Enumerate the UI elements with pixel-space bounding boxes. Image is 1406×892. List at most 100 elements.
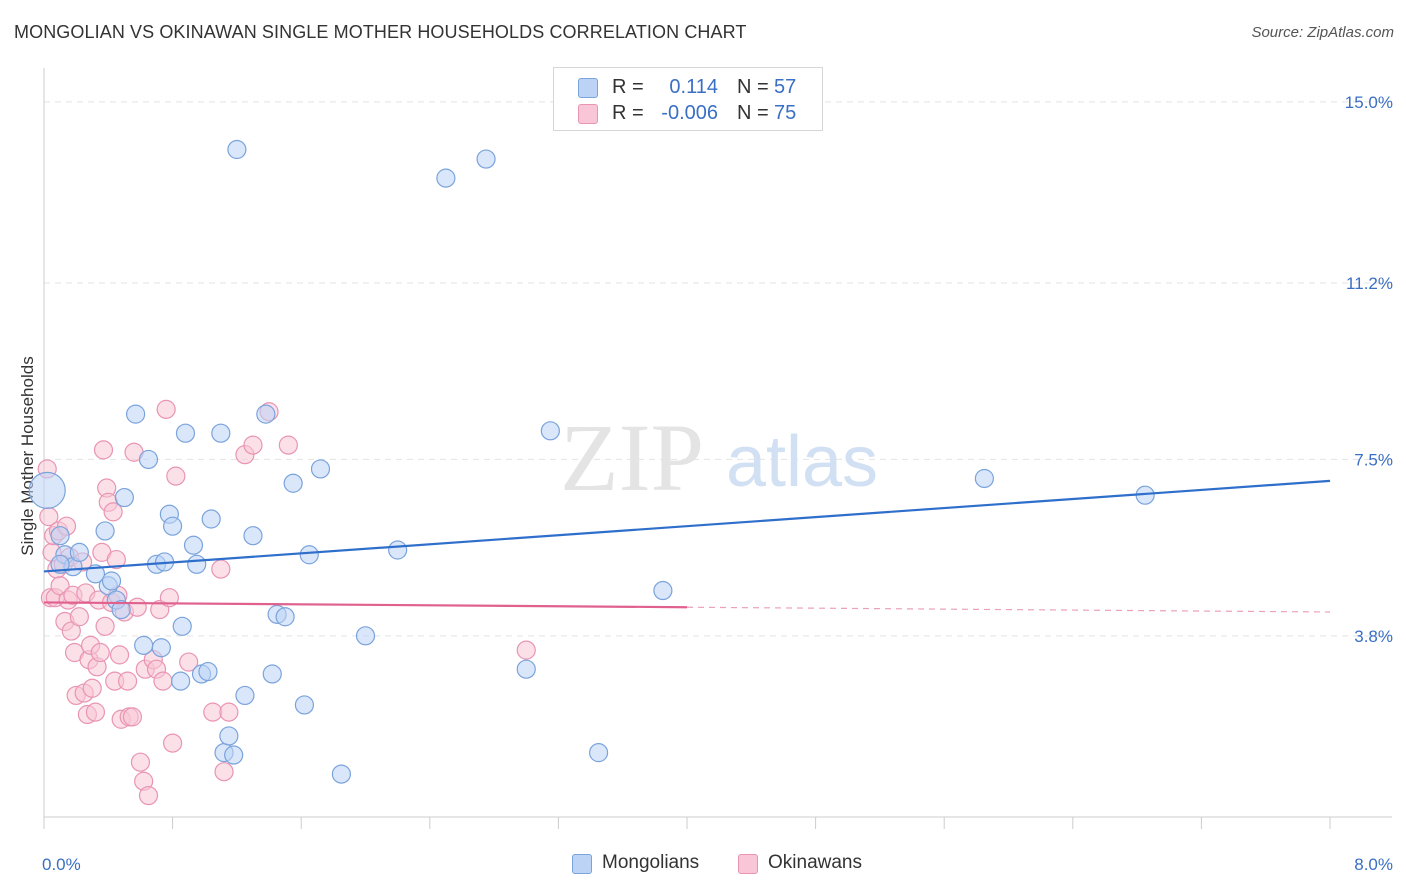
mongolian-point bbox=[476, 149, 496, 169]
mongolian-point bbox=[227, 139, 247, 160]
mongolian-point bbox=[172, 616, 192, 636]
mongolian-point bbox=[69, 542, 89, 562]
okinawan-point bbox=[516, 640, 536, 660]
mongolian-point bbox=[275, 607, 295, 627]
watermark-atlas: atlas bbox=[726, 422, 878, 502]
y-tick-label: 15.0% bbox=[1345, 93, 1393, 112]
mongolian-point bbox=[243, 526, 263, 546]
mongolian-point bbox=[126, 404, 146, 424]
source-credit: Source: ZipAtlas.com bbox=[1251, 24, 1394, 41]
okinawan-point bbox=[156, 399, 176, 419]
okinawan-point bbox=[122, 707, 143, 727]
okinawan-point bbox=[153, 671, 173, 691]
mongolian-point bbox=[138, 449, 159, 470]
mongolian-point bbox=[974, 468, 994, 489]
okinawans-swatch bbox=[578, 104, 598, 124]
x-tick-label: 8.0% bbox=[1354, 855, 1393, 874]
mongolian-point bbox=[653, 580, 673, 601]
n-label: N = bbox=[737, 76, 769, 98]
okinawan-point bbox=[138, 785, 159, 806]
mongolian-point bbox=[50, 526, 70, 546]
mongolian-point bbox=[355, 626, 376, 646]
legend-row-mongolians: R = 0.114 N = 57 bbox=[554, 74, 822, 102]
mongolian-point bbox=[219, 726, 239, 746]
watermark: ZIP atlas bbox=[560, 404, 878, 511]
okinawans-trend-line-extension bbox=[686, 606, 1331, 613]
mongolians-swatch bbox=[578, 78, 598, 98]
okinawan-point bbox=[278, 435, 298, 455]
y-tick-label: 7.5% bbox=[1354, 450, 1393, 469]
okinawan-point bbox=[117, 671, 138, 691]
r-value: 0.114 bbox=[669, 76, 718, 98]
mongolian-point bbox=[28, 471, 66, 510]
legend-row-okinawans: R = -0.006 N = 75 bbox=[554, 100, 822, 128]
y-tick-label: 11.2% bbox=[1346, 274, 1393, 293]
watermark-zip: ZIP bbox=[560, 404, 704, 511]
okinawan-point bbox=[127, 597, 147, 617]
mongolian-point bbox=[114, 487, 134, 508]
r-label: R = bbox=[612, 76, 644, 98]
mongolians-trend-line bbox=[43, 479, 1331, 573]
tick-labels: 3.8% 7.5% 11.2% 15.0% 0.0% 8.0% bbox=[42, 93, 1393, 874]
mongolian-point bbox=[262, 664, 282, 684]
okinawans-trend-line bbox=[43, 601, 688, 609]
mongolian-point bbox=[299, 545, 319, 565]
okinawan-point bbox=[166, 466, 186, 486]
mongolian-point bbox=[85, 564, 106, 584]
chart-title: MONGOLIAN VS OKINAWAN SINGLE MOTHER HOUS… bbox=[14, 22, 747, 42]
correlation-legend: R = 0.114 N = 57 R = -0.006 N = 75 bbox=[553, 67, 823, 131]
mongolian-point bbox=[331, 764, 351, 784]
axes bbox=[43, 68, 1392, 818]
okinawans-legend-label: Okinawans bbox=[768, 852, 862, 873]
r-label: R = bbox=[612, 102, 644, 124]
axis-ticks bbox=[43, 817, 1331, 829]
mongolians-legend-swatch bbox=[572, 854, 592, 874]
okinawan-point bbox=[243, 435, 263, 455]
mongolian-point bbox=[163, 516, 183, 536]
mongolian-point bbox=[256, 404, 276, 424]
mongolian-point bbox=[540, 421, 560, 441]
okinawan-point bbox=[130, 752, 151, 772]
grid-lines bbox=[44, 101, 1392, 637]
trend-lines bbox=[43, 479, 1331, 613]
okinawan-point bbox=[69, 607, 89, 627]
okinawan-point bbox=[50, 576, 70, 596]
mongolian-point bbox=[95, 521, 115, 541]
mongolian-point bbox=[310, 459, 331, 479]
mongolian-point bbox=[111, 600, 131, 620]
mongolian-point bbox=[388, 540, 408, 560]
mongolian-point bbox=[235, 685, 255, 706]
okinawan-point bbox=[82, 678, 102, 698]
mongolian-point bbox=[183, 535, 204, 555]
okinawan-point bbox=[163, 733, 183, 753]
mongolian-point bbox=[198, 661, 218, 682]
okinawan-point bbox=[203, 702, 223, 722]
okinawan-point bbox=[219, 702, 239, 722]
okinawan-point bbox=[109, 645, 130, 665]
mongolian-point bbox=[50, 554, 70, 574]
mongolian-point bbox=[224, 745, 244, 765]
okinawans-legend-swatch bbox=[738, 854, 758, 874]
okinawan-point bbox=[106, 549, 126, 570]
n-value: 75 bbox=[774, 102, 797, 124]
okinawan-point bbox=[95, 616, 115, 636]
mongolian-point bbox=[436, 168, 456, 188]
okinawan-point bbox=[61, 621, 81, 641]
n-label: N = bbox=[737, 102, 769, 124]
okinawan-point bbox=[90, 642, 110, 663]
r-value: -0.006 bbox=[661, 102, 718, 124]
mongolian-point bbox=[151, 638, 171, 658]
mongolian-point bbox=[187, 554, 207, 574]
okinawan-point bbox=[159, 588, 179, 608]
okinawan-point bbox=[211, 559, 231, 579]
mongolian-point bbox=[211, 423, 231, 443]
mongolian-point bbox=[175, 423, 196, 443]
mongolian-point bbox=[283, 473, 303, 493]
n-value: 57 bbox=[774, 76, 797, 98]
okinawan-point bbox=[179, 652, 199, 672]
mongolian-point bbox=[101, 571, 122, 591]
mongolian-point bbox=[588, 743, 609, 763]
okinawan-point bbox=[93, 440, 114, 460]
okinawan-point bbox=[103, 502, 123, 522]
